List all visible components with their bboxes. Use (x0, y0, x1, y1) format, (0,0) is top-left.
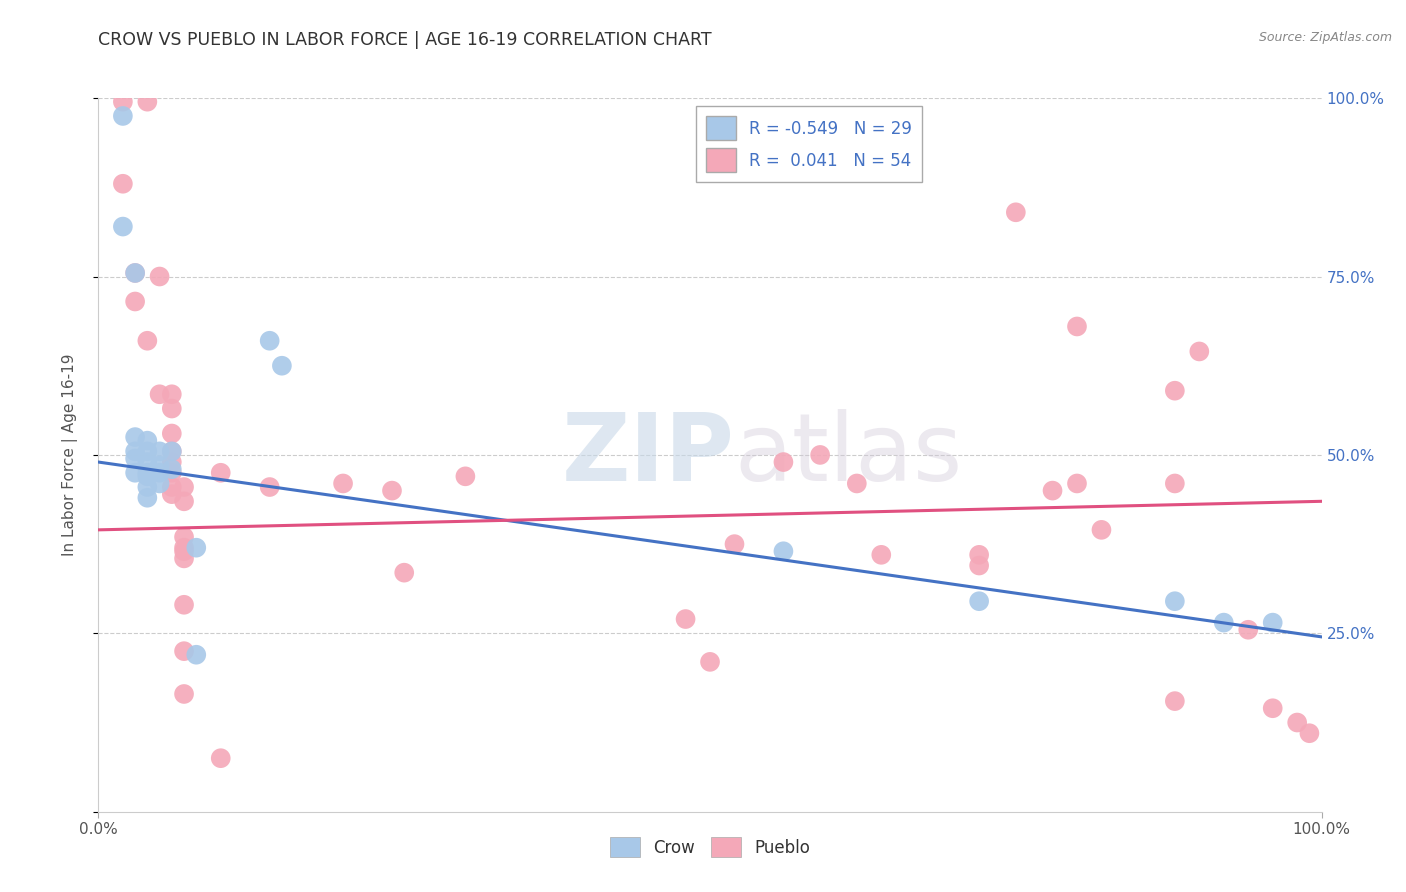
Point (124, 294, 146, 309)
Point (808, 448, 831, 462)
Point (149, 444, 172, 458)
Point (173, 551, 195, 566)
Point (259, 480, 281, 494)
Point (124, 466, 146, 480)
Text: Source: ZipAtlas.com: Source: ZipAtlas.com (1258, 31, 1392, 45)
Point (136, 455, 159, 469)
Point (173, 530, 195, 544)
Point (1164, 384, 1187, 398)
Point (967, 558, 990, 573)
Point (967, 548, 990, 562)
Point (149, 269, 172, 284)
Point (149, 387, 172, 401)
Point (1212, 615, 1234, 630)
Point (124, 266, 146, 280)
Point (1298, 726, 1320, 740)
Point (136, 444, 159, 458)
Point (136, 334, 159, 348)
Point (149, 476, 172, 491)
Point (186, 648, 208, 662)
Point (209, 751, 232, 765)
Point (160, 487, 183, 501)
Point (111, 95, 134, 109)
Point (173, 541, 195, 555)
Point (1066, 476, 1088, 491)
Point (392, 566, 416, 580)
Point (111, 219, 134, 234)
Point (124, 266, 146, 280)
Point (173, 644, 195, 658)
Point (136, 491, 159, 505)
Text: ZIP: ZIP (561, 409, 734, 501)
Point (136, 480, 159, 494)
Point (1164, 476, 1187, 491)
Point (675, 612, 697, 626)
Point (772, 544, 794, 558)
Point (1066, 319, 1088, 334)
Point (1261, 701, 1284, 715)
Point (160, 480, 183, 494)
Point (332, 476, 354, 491)
Point (270, 359, 294, 373)
Point (124, 444, 146, 458)
Point (124, 430, 146, 444)
Point (160, 444, 183, 458)
Point (1090, 523, 1112, 537)
Point (967, 594, 990, 608)
Point (136, 469, 159, 483)
Point (173, 480, 195, 494)
Point (381, 483, 404, 498)
Point (1188, 344, 1211, 359)
Point (209, 466, 232, 480)
Point (699, 655, 721, 669)
Point (160, 401, 183, 416)
Point (1004, 205, 1026, 219)
Point (160, 426, 183, 441)
Point (160, 462, 183, 476)
Point (160, 444, 183, 458)
Point (454, 469, 477, 483)
Point (160, 466, 183, 480)
Point (870, 548, 893, 562)
Point (124, 451, 146, 466)
Point (173, 598, 195, 612)
Point (1237, 623, 1260, 637)
Point (173, 494, 195, 508)
Text: CROW VS PUEBLO IN LABOR FORCE | AGE 16-19 CORRELATION CHART: CROW VS PUEBLO IN LABOR FORCE | AGE 16-1… (98, 31, 711, 49)
Point (136, 434, 159, 448)
Point (111, 177, 134, 191)
Point (1042, 483, 1064, 498)
Point (149, 458, 172, 473)
Point (173, 544, 195, 558)
Point (772, 455, 794, 469)
Point (1164, 694, 1187, 708)
Point (160, 387, 183, 401)
Point (1164, 594, 1187, 608)
Point (845, 476, 868, 491)
Legend: Crow, Pueblo: Crow, Pueblo (603, 830, 817, 864)
Point (186, 541, 208, 555)
Point (136, 466, 159, 480)
Point (173, 687, 195, 701)
Point (149, 466, 172, 480)
Text: atlas: atlas (734, 409, 963, 501)
Point (723, 537, 745, 551)
Point (1286, 715, 1309, 730)
Y-axis label: In Labor Force | Age 16-19: In Labor Force | Age 16-19 (62, 353, 77, 557)
Point (259, 334, 281, 348)
Point (136, 95, 159, 109)
Point (1261, 615, 1284, 630)
Point (111, 109, 134, 123)
Point (160, 455, 183, 469)
